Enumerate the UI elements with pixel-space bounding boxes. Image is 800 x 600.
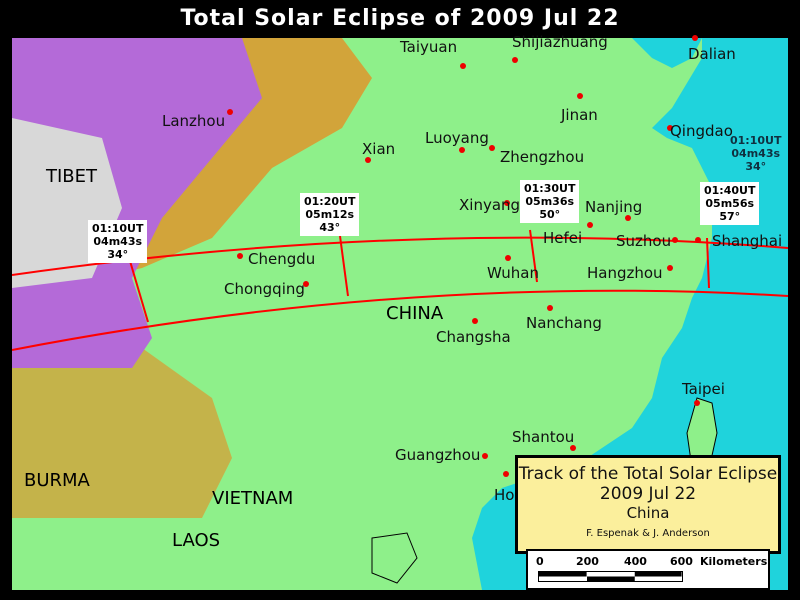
city-dot [472,318,478,324]
scale-tick: 400 [624,555,647,568]
city-dot [694,400,700,406]
city-label: Dalian [688,45,736,63]
legend-credit: F. Espenak & J. Anderson [586,528,710,539]
city-label: Taipei [682,380,725,398]
city-dot [237,253,243,259]
city-dot [587,222,593,228]
city-label: Zhengzhou [500,148,585,166]
city-label: Qingdao [670,122,733,140]
city-label: Jinan [561,106,598,124]
city-label: Lanzhou [162,112,226,130]
city-dot [672,237,678,243]
country-label: CHINA [386,303,444,324]
city-dot [460,63,466,69]
city-dot [695,237,701,243]
scale-graphic [538,571,683,582]
legend-region: China [626,504,670,522]
track-time-label: 01:10UT 04m43s 34° [726,132,785,175]
country-label: TIBET [46,166,98,187]
city-label: Ho [494,486,515,504]
city-dot [547,305,553,311]
city-dot [365,157,371,163]
city-label: Suzhou [616,232,672,250]
city-dot [512,57,518,63]
time-line-0120 [339,235,349,297]
highland-south [12,348,232,518]
scale-tick: 0 [536,555,544,568]
city-dot [667,265,673,271]
city-label: Xian [362,140,396,158]
map-title: Total Solar Eclipse of 2009 Jul 22 [180,6,620,31]
track-time: 01:40UT [704,184,756,197]
track-altitude: 34° [107,248,129,261]
city-dot [303,281,309,287]
track-altitude: 43° [319,221,341,234]
scale-tick: 200 [576,555,599,568]
track-duration: 05m36s [525,195,575,208]
city-dot [692,35,698,41]
track-duration: 05m56s [705,197,755,210]
track-duration: 04m43s [93,235,143,248]
city-dot [459,147,465,153]
city-label: Taiyuan [400,38,458,56]
track-time-label: 01:30UT 05m36s 50° [520,180,580,223]
time-line-0110 [129,260,149,323]
city-dot [503,471,509,477]
country-label: BURMA [24,470,90,491]
city-label: Nanjing [585,198,643,216]
track-time: 01:30UT [524,182,576,195]
city-label: Hangzhou [587,264,663,282]
legend-date: 2009 Jul 22 [599,484,697,504]
mountains [12,38,262,368]
city-label: Shijiazhuang [512,33,608,51]
city-label: Hefei [543,229,583,247]
city-label: Changsha [436,328,511,346]
city-dot [577,93,583,99]
city-label: Luoyang [425,129,489,147]
track-time: 01:20UT [304,195,356,208]
city-dot [504,200,510,206]
time-line-0130 [529,229,538,283]
city-label: Chengdu [248,250,316,268]
city-dot [667,125,673,131]
track-time: 01:10UT [730,134,782,147]
city-dot [505,255,511,261]
scale-tick: 600 [670,555,693,568]
map-canvas [12,38,788,590]
track-altitude: 34° [745,160,767,173]
city-label: Shantou [512,428,575,446]
track-altitude: 57° [719,210,741,223]
city-dot [489,145,495,151]
legend-box: Track of the Total Solar Eclipse 2009 Ju… [515,455,781,554]
scale-bar: 0 200 400 600 Kilometers [526,549,770,590]
city-label: Wuhan [487,264,540,282]
track-time-label: 01:40UT 05m56s 57° [700,182,760,225]
city-dot [625,215,631,221]
city-label: Chongqing [224,280,305,298]
track-duration: 04m43s [731,147,781,160]
southern-limit [12,289,788,351]
city-dot [482,453,488,459]
hainan [371,532,418,584]
track-time: 01:10UT [92,222,144,235]
city-label: Shanghai [712,232,783,250]
city-label: Nanchang [526,314,602,332]
city-dot [570,445,576,451]
country-label: VIETNAM [212,488,294,509]
track-time-label: 01:10UT 04m43s 34° [88,220,148,263]
track-duration: 05m12s [305,208,355,221]
city-dot [227,109,233,115]
legend-title: Track of the Total Solar Eclipse [518,464,778,484]
country-label: LAOS [172,530,221,551]
city-label: Xinyang [459,196,521,214]
city-label: Guangzhou [395,446,481,464]
bohai-sea [632,38,702,68]
time-line-0140 [706,237,710,289]
track-time-label: 01:20UT 05m12s 43° [300,193,360,236]
scale-unit: Kilometers [700,555,768,568]
track-altitude: 50° [539,208,561,221]
